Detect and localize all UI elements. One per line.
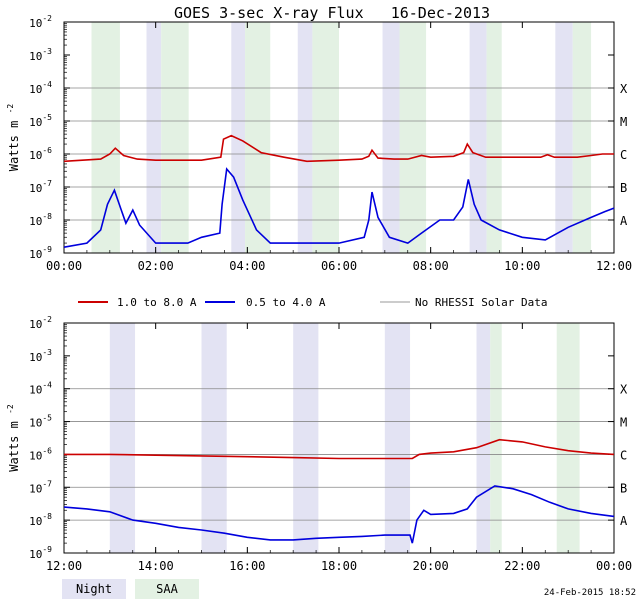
x-tick-label: 00:00	[46, 259, 82, 273]
y-tick-exponent: -3	[42, 348, 52, 357]
x-tick-label: 18:00	[321, 559, 357, 573]
night-band-3	[382, 22, 400, 253]
y-tick-exponent: -6	[42, 146, 52, 155]
night-band-0	[146, 22, 162, 253]
panel-bottom: 10-910-810-710-610-510-410-310-2ABCMX12:…	[6, 315, 632, 573]
night-band-2	[297, 22, 313, 253]
y-tick-exponent: -5	[42, 113, 52, 122]
y-tick-label: 10-8	[29, 512, 52, 528]
y-tick-label: 10-3	[29, 47, 52, 63]
legend-label-0: 1.0 to 8.0 A	[117, 296, 197, 309]
chart-title: GOES 3-sec X-ray Flux 16-Dec-2013	[174, 4, 490, 22]
y-tick-label: 10-2	[29, 14, 52, 30]
saa-band-0	[91, 22, 120, 253]
y-axis-label: Watts m -2	[6, 404, 21, 472]
saa-band-0	[490, 323, 502, 553]
night-band-2	[293, 323, 319, 553]
y-tick-exponent: -5	[42, 414, 52, 423]
saa-band-1	[556, 323, 580, 553]
shade-swatch-saa	[135, 579, 199, 599]
x-tick-label: 12:00	[46, 559, 82, 573]
y-tick-exponent: -9	[42, 245, 52, 254]
night-band-0	[109, 323, 136, 553]
y-tick-exponent: -7	[42, 479, 52, 488]
flare-class-C: C	[620, 448, 627, 462]
y-tick-exponent: -8	[42, 212, 52, 221]
flare-class-A: A	[620, 214, 628, 228]
night-band-4	[476, 323, 491, 553]
shade-label-night: Night	[76, 582, 112, 596]
y-tick-exponent: -3	[42, 47, 52, 56]
x-tick-label: 14:00	[138, 559, 174, 573]
y-axis-label-exponent: -2	[6, 404, 15, 414]
x-tick-label: 00:00	[596, 559, 632, 573]
night-band-1	[201, 323, 227, 553]
y-tick-label: 10-8	[29, 212, 52, 228]
series-long-wavelength	[64, 438, 615, 460]
flare-class-M: M	[620, 115, 627, 129]
flare-class-M: M	[620, 416, 627, 430]
plot-frame	[63, 322, 615, 554]
panel-top: 10-910-810-710-610-510-410-310-2ABCMX00:…	[6, 14, 632, 273]
y-tick-label: 10-7	[29, 479, 52, 495]
y-tick-label: 10-4	[29, 80, 52, 96]
series-short-wavelength	[63, 167, 615, 248]
y-tick-label: 10-4	[29, 381, 52, 397]
y-axis-label: Watts m -2	[6, 104, 21, 172]
y-tick-label: 10-5	[29, 113, 52, 129]
flare-class-C: C	[620, 148, 627, 162]
series-long-wavelength	[63, 134, 614, 163]
y-tick-exponent: -7	[42, 179, 52, 188]
night-band-1	[231, 22, 246, 253]
flare-class-X: X	[620, 82, 628, 96]
flare-class-B: B	[620, 481, 627, 495]
shade-swatch-night	[62, 579, 126, 599]
y-tick-label: 10-7	[29, 179, 52, 195]
y-tick-exponent: -6	[42, 446, 52, 455]
y-tick-label: 10-6	[29, 446, 52, 462]
night-band-5	[555, 22, 573, 253]
x-tick-label: 10:00	[504, 259, 540, 273]
y-tick-exponent: -2	[42, 315, 52, 324]
saa-band-4	[399, 22, 427, 253]
x-tick-label: 08:00	[413, 259, 449, 273]
y-tick-label: 10-3	[29, 348, 52, 364]
x-tick-label: 02:00	[138, 259, 174, 273]
flare-class-X: X	[620, 383, 628, 397]
series-short-wavelength	[63, 485, 615, 544]
y-axis-label-exponent: -2	[6, 104, 15, 114]
night-band-4	[469, 22, 487, 253]
y-tick-label: 10-2	[29, 315, 52, 331]
shade-legend: Night SAA	[62, 579, 199, 599]
y-tick-exponent: -8	[42, 512, 52, 521]
x-tick-label: 20:00	[413, 559, 449, 573]
saa-band-3	[312, 22, 339, 253]
y-tick-exponent: -4	[42, 80, 52, 89]
saa-band-1	[161, 22, 189, 253]
y-tick-label: 10-5	[29, 414, 52, 430]
legend-label-2: No RHESSI Solar Data	[415, 296, 547, 309]
shade-label-saa: SAA	[156, 582, 178, 596]
y-tick-exponent: -4	[42, 381, 52, 390]
x-tick-label: 06:00	[321, 259, 357, 273]
x-tick-label: 16:00	[229, 559, 265, 573]
y-tick-label: 10-6	[29, 146, 52, 162]
flare-class-B: B	[620, 181, 627, 195]
x-tick-label: 22:00	[504, 559, 540, 573]
saa-band-6	[572, 22, 592, 253]
timestamp: 24-Feb-2015 18:52	[544, 588, 636, 598]
x-tick-label: 04:00	[229, 259, 265, 273]
legend: 1.0 to 8.0 A 0.5 to 4.0 A No RHESSI Solar …	[78, 296, 547, 309]
saa-band-2	[245, 22, 271, 253]
legend-label-1: 0.5 to 4.0 A	[246, 296, 326, 309]
y-tick-exponent: -9	[42, 545, 52, 554]
x-tick-label: 12:00	[596, 259, 632, 273]
y-tick-exponent: -2	[42, 14, 52, 23]
flare-class-A: A	[620, 514, 628, 528]
night-band-3	[384, 323, 411, 553]
saa-band-5	[486, 22, 502, 253]
